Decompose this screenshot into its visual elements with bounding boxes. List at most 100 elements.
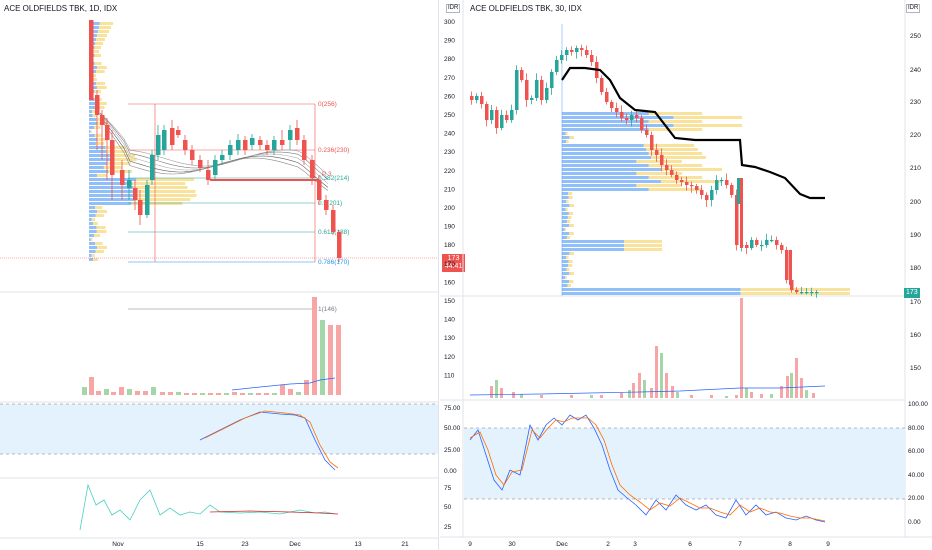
price-axis-left-tick: 140: [444, 317, 455, 324]
candle-body: [690, 185, 694, 187]
volume-bar: [725, 396, 728, 398]
candle-body: [715, 180, 719, 190]
stoch-k-line: [469, 414, 826, 523]
candle-body: [105, 125, 110, 140]
volume-profile-bar-up: [89, 130, 91, 133]
right-last-price: 173: [906, 289, 918, 296]
left-symbol-title[interactable]: ACE OLDFIELDS TBK, 1D, IDX: [4, 4, 118, 13]
volume-bar: [735, 395, 738, 398]
volume-bar: [760, 394, 763, 398]
volume-bar: [119, 387, 124, 395]
candle-body: [560, 55, 564, 60]
volume-profile-bar-down: [97, 34, 107, 37]
volume-profile-bar-down: [566, 140, 569, 143]
volume-bar: [495, 380, 498, 398]
volume-profile-bar-up: [562, 200, 567, 203]
candle-body: [258, 140, 263, 145]
candle-body: [680, 180, 684, 182]
stoch-axis-left-tick: 75.00: [444, 405, 461, 412]
volume-profile-bar-up: [562, 204, 570, 207]
volume-profile-bar-up: [89, 26, 99, 29]
volume-profile-bar-up: [89, 242, 96, 245]
price-axis-right-tick: 250: [910, 33, 921, 40]
left-chart-canvas[interactable]: 0(256) 0.236(230) 0.382(214) 0.5(201) 0.618(…: [0, 0, 440, 550]
candle-body: [525, 80, 529, 100]
volume-profile-bar-down: [569, 232, 574, 235]
price-axis-left-tick: 240: [444, 131, 455, 138]
volume-bar: [272, 393, 277, 395]
right-symbol-title[interactable]: ACE OLDFIELDS TBK, 30, IDX: [470, 4, 582, 13]
candle-body: [213, 160, 218, 175]
volume-bar: [632, 383, 635, 398]
candle-body: [295, 128, 300, 140]
price-axis-left-tick: 220: [444, 168, 455, 175]
volume-profile-bar-up: [89, 150, 107, 153]
candle-body: [635, 115, 639, 118]
time-axis-tick: 15: [196, 541, 204, 548]
price-axis-left-tick: 170: [444, 261, 455, 268]
candle-body: [95, 95, 100, 115]
price-axis-left-tick: 270: [444, 75, 455, 82]
volume-bar: [248, 393, 253, 395]
price-axis-left-tick: 130: [444, 335, 455, 342]
price-axis-right-tick: 180: [910, 265, 921, 272]
volume-profile-bar-up: [89, 206, 95, 209]
volume-profile-bar-down: [568, 196, 573, 199]
volume-profile-bar-up: [562, 208, 566, 211]
volume-profile-bar-down: [99, 22, 113, 25]
candle-body: [138, 200, 143, 215]
candle-body: [176, 130, 181, 135]
volume-profile-bar-down: [94, 206, 103, 209]
stoch-axis-right-tick: 80.00: [908, 425, 925, 432]
volume-profile-bar-up: [89, 166, 104, 169]
volume-profile-bar-up: [562, 188, 649, 191]
candle-body: [725, 180, 729, 185]
time-axis-tick: 9: [826, 541, 830, 548]
price-axis-right-tick: 240: [910, 67, 921, 74]
right-chart-panel[interactable]: ACE OLDFIELDS TBK, 30, IDX IDR IDR 300 29…: [440, 0, 932, 550]
volume-bar: [500, 388, 503, 398]
volume-profile-bar-down: [568, 260, 573, 263]
stoch-d-line: [469, 417, 826, 522]
volume-bar: [176, 392, 181, 395]
candle-body: [815, 292, 819, 294]
volume-bar: [671, 386, 674, 398]
candle-body: [535, 80, 539, 98]
volume-bar: [200, 393, 205, 395]
candle-body: [665, 165, 669, 170]
volume-profile-bar-up: [562, 164, 649, 167]
volume-profile-bar-up: [89, 254, 92, 257]
volume-profile-bar-down: [110, 158, 137, 161]
right-chart-canvas[interactable]: 3002902802702602502402302202102001901801…: [440, 0, 932, 550]
price-axis-left-tick: 120: [444, 354, 455, 361]
candle-body: [645, 130, 649, 135]
volume-bar: [312, 297, 317, 395]
volume-bar: [111, 392, 116, 395]
candle-body: [337, 232, 342, 258]
volume-profile-bar-up: [89, 102, 98, 105]
volume-bar: [790, 373, 793, 398]
time-axis-tick: 13: [354, 541, 362, 548]
time-axis-tick: 30: [508, 541, 516, 548]
volume-profile-bar-up: [89, 154, 110, 157]
volume-profile-bar-down: [96, 38, 105, 41]
candle-body: [670, 170, 674, 175]
volume-bar: [770, 394, 773, 398]
candle-body: [695, 186, 699, 190]
candle-body: [480, 96, 484, 104]
candle-body: [620, 112, 624, 118]
volume-profile-bar-up: [562, 276, 566, 279]
candle-body: [760, 245, 764, 247]
volume-bar: [320, 320, 325, 395]
volume-bar: [590, 395, 593, 398]
left-chart-panel[interactable]: ACE OLDFIELDS TBK, 1D, IDX 0(256) 0.236(2…: [0, 0, 440, 550]
volume-profile-bar-up: [562, 264, 569, 267]
fib-level-label: 0(256): [318, 101, 337, 108]
volume-profile-bar-down: [95, 106, 105, 109]
volume-axis-right-tick: 170: [910, 299, 921, 306]
candle-body: [650, 135, 654, 150]
time-axis-tick: Dec: [556, 541, 568, 548]
volume-profile-bar-up: [89, 142, 96, 145]
volume-profile-bar-up: [562, 268, 567, 271]
